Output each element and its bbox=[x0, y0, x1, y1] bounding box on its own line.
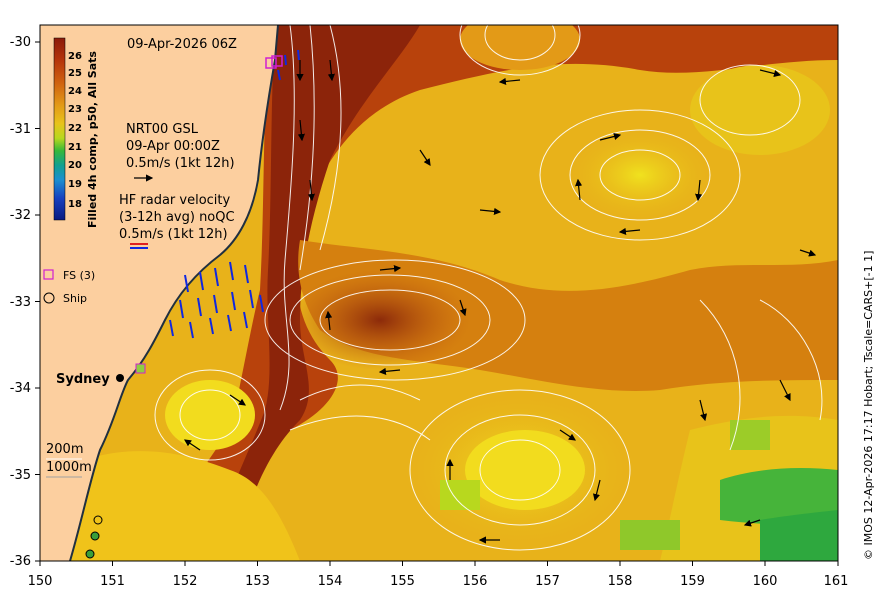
ship-legend-circle bbox=[43, 292, 55, 304]
x-tick-label: 159 bbox=[680, 574, 705, 589]
marker-legend: FS (3) Ship bbox=[43, 269, 95, 305]
x-tick-label: 160 bbox=[753, 574, 778, 589]
y-tick-label: -35 bbox=[10, 468, 31, 483]
colorbar-tick: 24 bbox=[68, 86, 82, 97]
y-tick-label: -33 bbox=[10, 295, 31, 310]
x-tick-label: 153 bbox=[245, 574, 270, 589]
hf-line-1: HF radar velocity bbox=[119, 193, 231, 208]
plot-frame bbox=[39, 24, 839, 562]
credit-text: © IMOS 12-Apr-2026 17:17 Hobart; Tscale=… bbox=[862, 251, 875, 560]
y-tick-label: -36 bbox=[10, 554, 31, 569]
ship-legend-label: Ship bbox=[63, 292, 87, 305]
date-title: 09-Apr-2026 06Z bbox=[127, 37, 237, 52]
colorbar-tick: 26 bbox=[68, 51, 82, 62]
y-tick-label: -34 bbox=[10, 381, 31, 396]
x-tick-label: 161 bbox=[824, 574, 849, 589]
colorbar-tick: 23 bbox=[68, 104, 82, 115]
sst-field bbox=[40, 25, 838, 561]
hf-radar-annotation: HF radar velocity (3-12h avg) noQC 0.5m/… bbox=[119, 193, 235, 249]
y-tick-label: -31 bbox=[10, 122, 31, 137]
fs-legend-label: FS (3) bbox=[63, 269, 95, 282]
depth-label-1000m: 1000m bbox=[46, 460, 92, 475]
gsl-line-1: NRT00 GSL bbox=[126, 122, 199, 137]
fs-legend-square bbox=[43, 269, 54, 280]
colorbar-title: Filled 4h comp, p50, All Sats bbox=[86, 51, 99, 228]
depth-contour-legend: 200m 1000m bbox=[46, 442, 92, 478]
colorbar: 26 25 24 23 22 21 20 19 18 Filled 4h com… bbox=[53, 37, 99, 228]
colorbar-tick: 25 bbox=[68, 68, 82, 79]
gsl-line-2: 09-Apr 00:00Z bbox=[126, 139, 220, 154]
colorbar-tick: 21 bbox=[68, 142, 82, 153]
city-label-sydney: Sydney bbox=[56, 372, 110, 387]
x-tick-label: 151 bbox=[100, 574, 125, 589]
x-tick-label: 150 bbox=[28, 574, 53, 589]
y-tick-label: -32 bbox=[10, 208, 31, 223]
hf-line-2: (3-12h avg) noQC bbox=[119, 210, 235, 225]
colorbar-tick: 20 bbox=[68, 160, 82, 171]
sydney-marker bbox=[116, 374, 124, 382]
x-tick-label: 157 bbox=[535, 574, 560, 589]
x-tick-label: 156 bbox=[463, 574, 488, 589]
depth-label-200m: 200m bbox=[46, 442, 83, 457]
x-tick-label: 158 bbox=[608, 574, 633, 589]
colorbar-tick: 22 bbox=[68, 123, 82, 134]
hf-line-3: 0.5m/s (1kt 12h) bbox=[119, 227, 228, 242]
gsl-annotation: NRT00 GSL 09-Apr 00:00Z 0.5m/s (1kt 12h) bbox=[126, 122, 235, 182]
x-tick-label: 152 bbox=[173, 574, 198, 589]
x-tick-label: 154 bbox=[318, 574, 343, 589]
hf-radar-vectors bbox=[169, 49, 300, 339]
gsl-line-3: 0.5m/s (1kt 12h) bbox=[126, 156, 235, 171]
y-axis: -30 -31 -32 -33 -34 -35 -36 bbox=[10, 35, 31, 569]
y-tick-label: -30 bbox=[10, 35, 31, 50]
colorbar-scale bbox=[53, 37, 66, 221]
current-arrows bbox=[184, 59, 817, 544]
colorbar-tick: 18 bbox=[68, 199, 82, 210]
colorbar-tick: 19 bbox=[68, 179, 82, 190]
x-axis: 150 151 152 153 154 155 156 157 158 159 … bbox=[28, 574, 849, 589]
x-tick-label: 155 bbox=[390, 574, 415, 589]
